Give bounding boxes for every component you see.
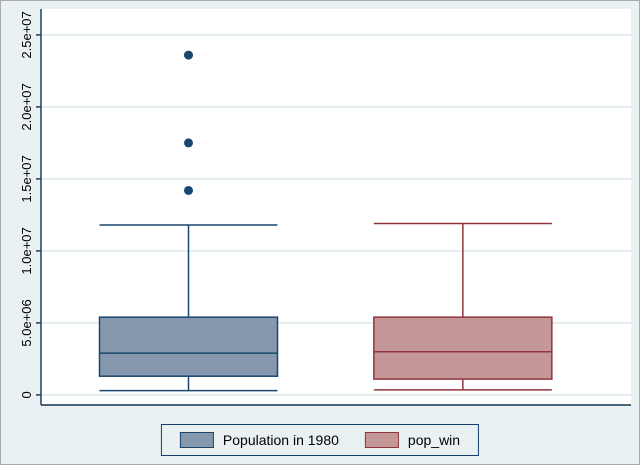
y-tick-label: 2.5e+07: [19, 11, 34, 58]
legend: Population in 1980 pop_win: [160, 424, 480, 456]
legend-swatch-population-1980: [179, 432, 214, 448]
y-tick-label: 5.0e+06: [19, 299, 34, 346]
outlier-point: [184, 185, 193, 195]
y-tick-label: 2.0e+07: [19, 83, 34, 130]
plot-area: 0 5.0e+06 1.0e+07 1.5e+07 2.0e+07 2.5e+07: [19, 9, 631, 406]
legend-label-pop-win: pop_win: [407, 432, 461, 448]
outlier-point: [184, 50, 193, 60]
legend-item-pop-win: pop_win: [364, 432, 461, 448]
box: [98, 316, 279, 377]
outlier-point: [184, 138, 193, 148]
legend-swatch-pop-win: [364, 432, 399, 448]
y-tick-label: 0: [19, 391, 34, 398]
y-tick-label: 1.0e+07: [19, 227, 34, 274]
y-tick-label: 1.5e+07: [19, 155, 34, 202]
box: [373, 316, 553, 380]
legend-label-population-1980: Population in 1980: [222, 432, 339, 448]
legend-item-population-1980: Population in 1980: [179, 432, 339, 448]
